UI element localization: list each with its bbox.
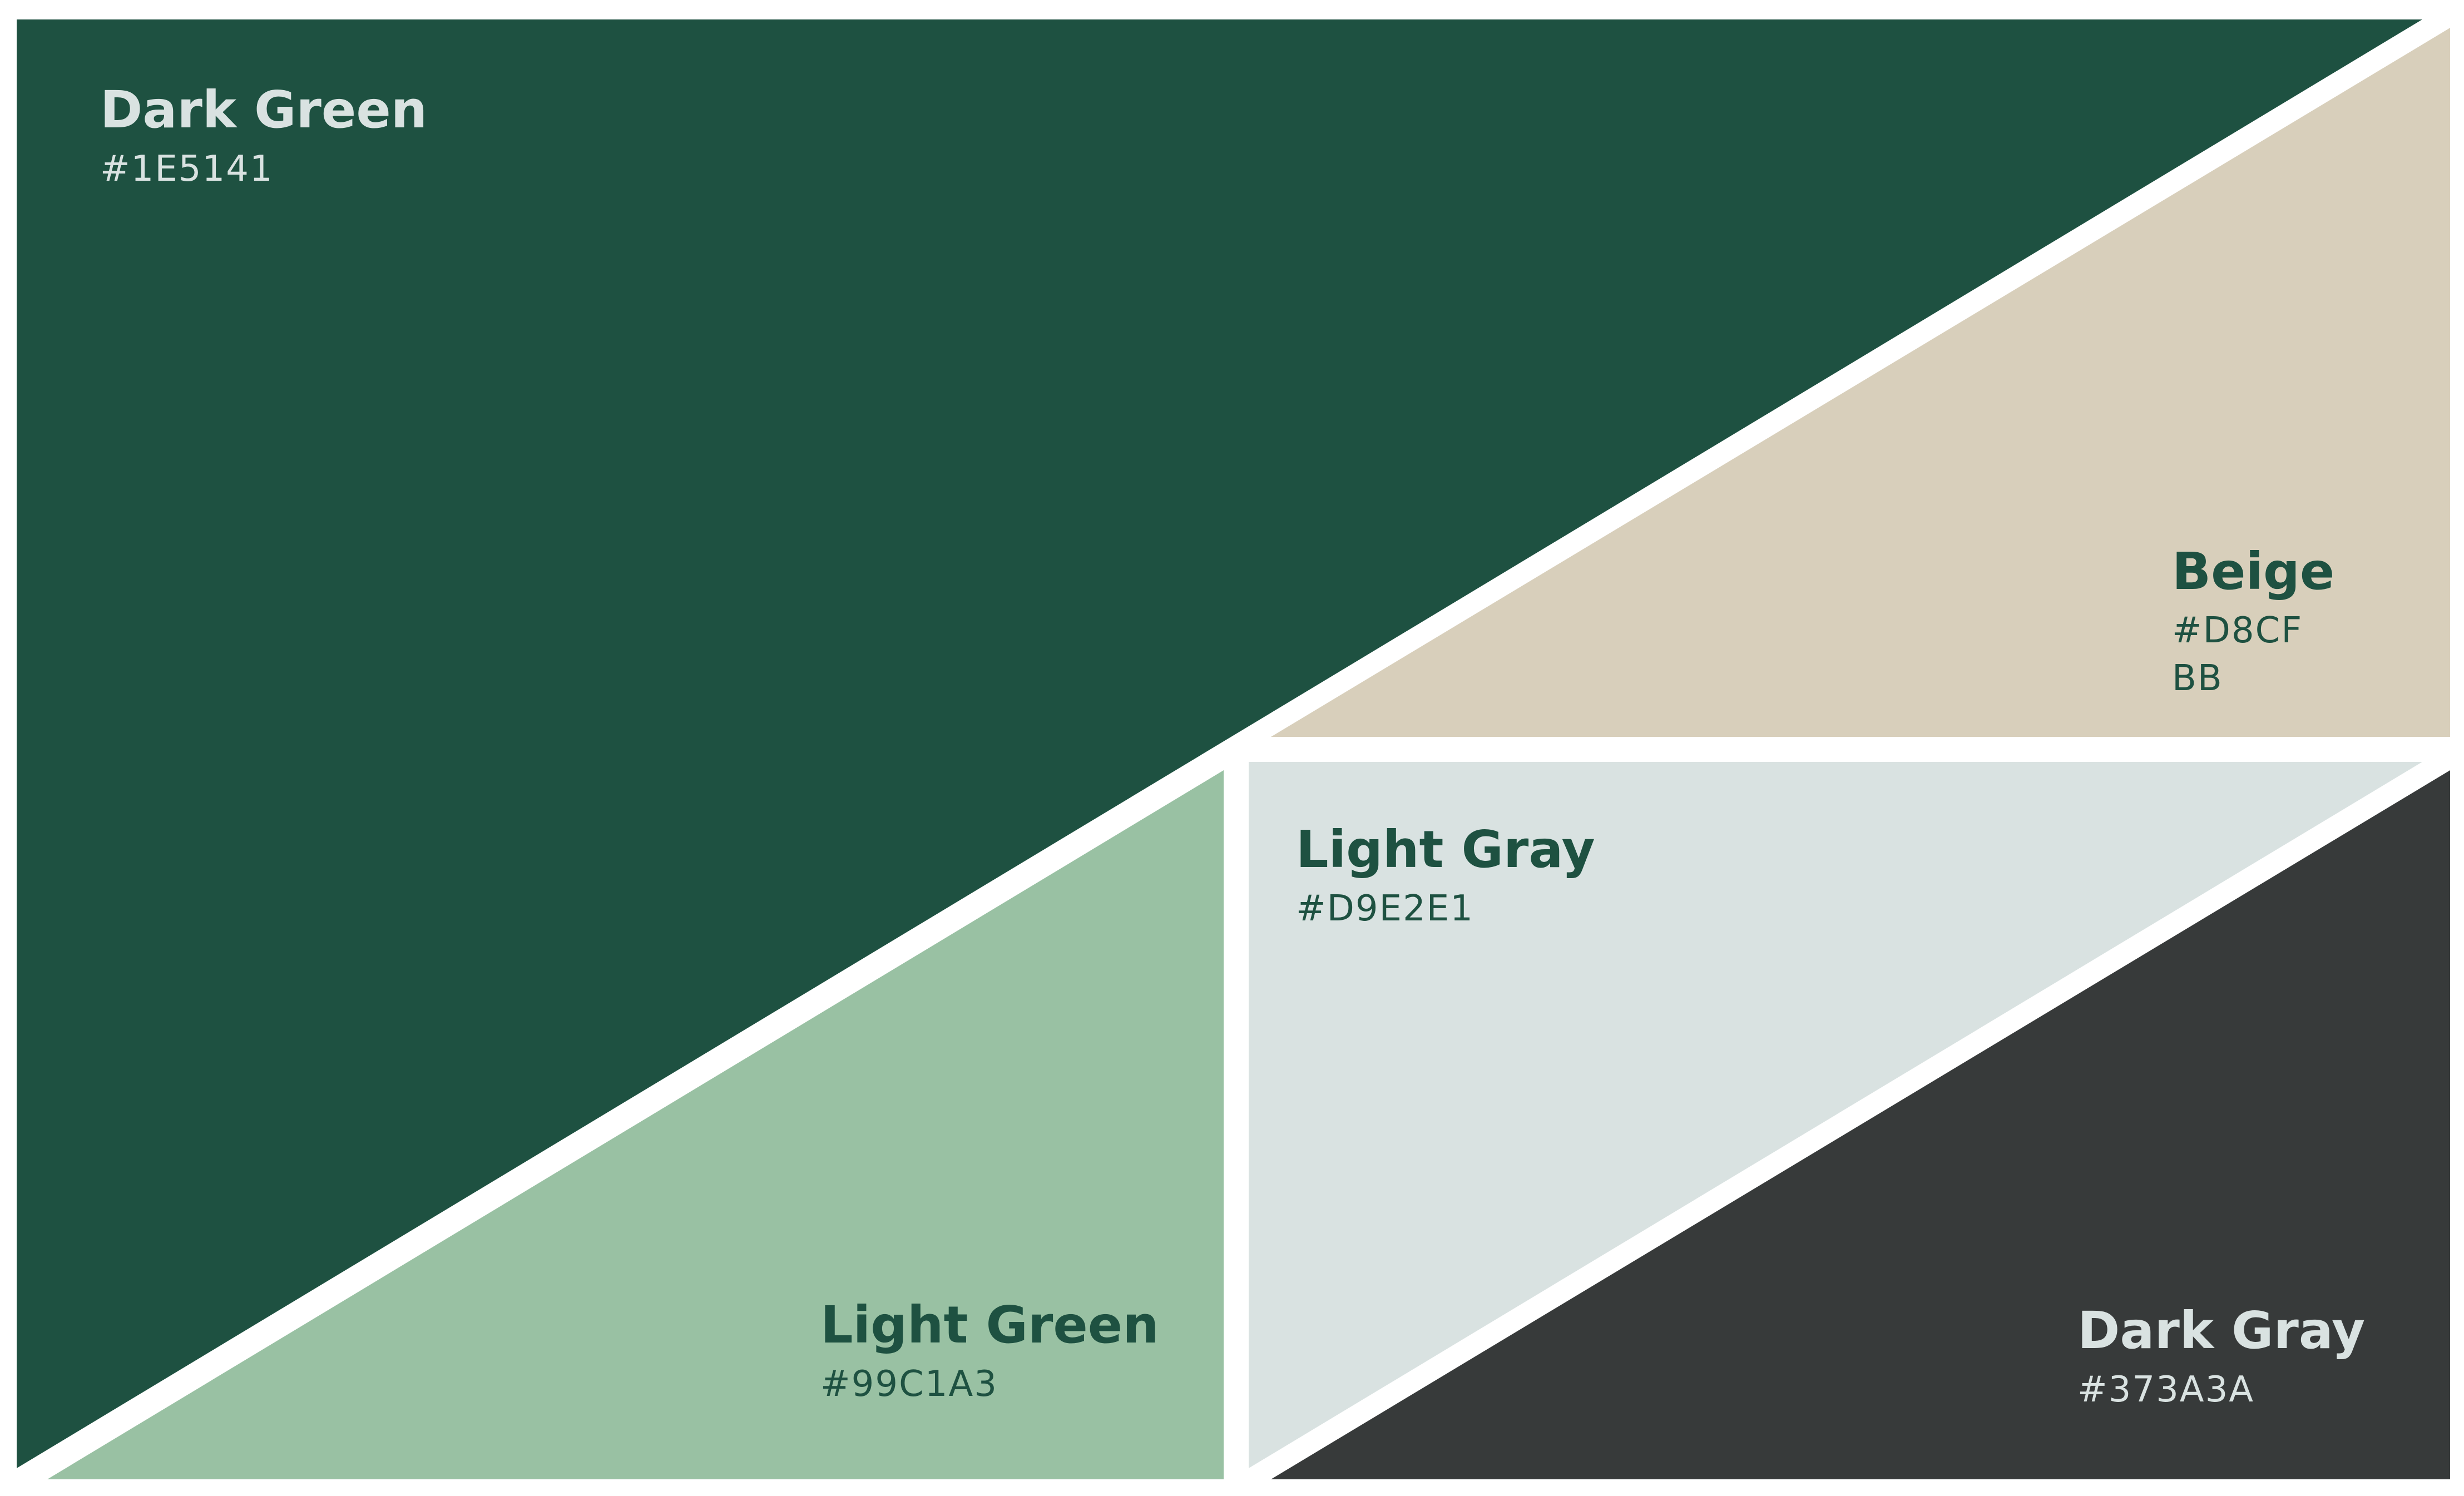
swatch-light-green-label: Light Green #99C1A3 [820, 1296, 1159, 1408]
swatch-beige-hex-line-2: BB [2172, 658, 2223, 700]
swatch-light-green-hex: #99C1A3 [820, 1360, 1159, 1408]
swatch-beige-name: Beige [2172, 542, 2335, 601]
swatch-dark-green-name: Dark Green [100, 80, 428, 140]
swatch-dark-gray-shape [1271, 770, 2450, 1479]
swatch-light-gray-name: Light Gray [1296, 820, 1595, 879]
swatch-dark-gray-label: Dark Gray #373A3A [2077, 1301, 2365, 1414]
swatch-light-gray-hex: #D9E2E1 [1296, 885, 1595, 933]
swatch-dark-gray-name: Dark Gray [2077, 1301, 2366, 1360]
swatch-dark-gray-hex: #373A3A [2077, 1366, 2365, 1414]
swatch-light-gray-label: Light Gray #D9E2E1 [1296, 820, 1595, 933]
swatch-dark-gray-hex-line: #373A3A [2077, 1369, 2255, 1410]
swatch-dark-green-label: Dark Green #1E5141 [100, 81, 427, 193]
swatch-beige-hex: #D8CF BB [2172, 607, 2334, 703]
swatch-light-green-hex-line: #99C1A3 [820, 1363, 998, 1405]
swatch-beige-shape [1271, 28, 2450, 737]
swatch-dark-green-hex-line: #1E5141 [100, 148, 274, 190]
swatch-light-gray-hex-line: #D9E2E1 [1296, 888, 1474, 929]
swatch-dark-green-hex: #1E5141 [100, 145, 427, 193]
swatch-light-gray-shape [1249, 762, 2422, 1468]
swatch-beige-label: Beige #D8CF BB [2172, 542, 2334, 703]
swatch-beige-hex-line-1: #D8CF [2172, 610, 2303, 651]
swatch-dark-green-shape [17, 19, 2422, 1468]
swatch-light-green-shape [47, 770, 1224, 1479]
swatch-light-green-name: Light Green [820, 1295, 1159, 1355]
